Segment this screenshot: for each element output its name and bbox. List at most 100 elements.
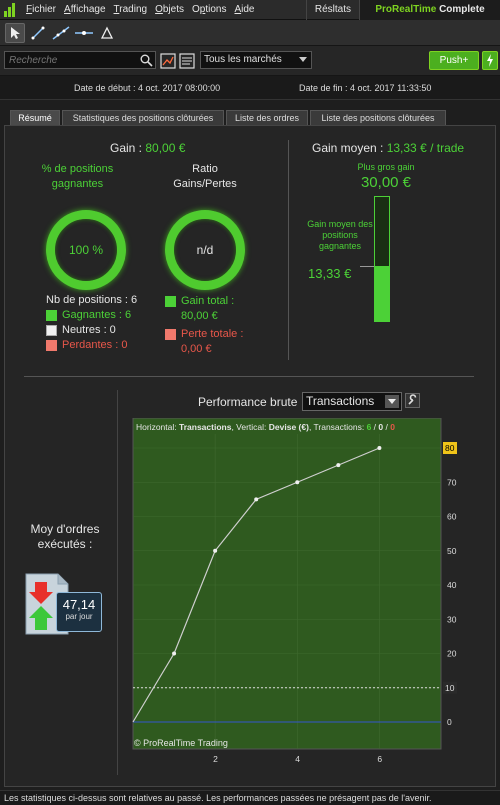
legend-winning-label: Gagnantes : 6 xyxy=(62,309,131,321)
chart-info-mid: , Vertical: xyxy=(231,422,268,432)
max-gain-label: Plus gros gain xyxy=(346,162,426,172)
data-point xyxy=(336,463,340,467)
legend-neutral-label: Neutres : 0 xyxy=(62,324,116,336)
end-date: Date de fin : 4 oct. 2017 11:33:50 xyxy=(299,83,431,93)
average-gain-value: 13,33 € / trade xyxy=(387,141,464,155)
results-tab[interactable]: Résltats xyxy=(306,0,360,20)
last-value-badge: 80 xyxy=(445,443,455,453)
search-input[interactable] xyxy=(4,51,156,69)
max-gain-value: 30,00 € xyxy=(346,174,426,191)
push-label: Push+ xyxy=(440,55,469,66)
screener-icon[interactable] xyxy=(160,52,196,70)
average-gain-gauge-fill xyxy=(375,266,389,321)
triangle-tool-button[interactable] xyxy=(97,23,117,43)
tab-closed-position-stats[interactable]: Statistiques des positions clôturées xyxy=(62,110,224,125)
x-tick-label: 6 xyxy=(377,754,382,764)
lightning-icon xyxy=(486,54,494,67)
menu-fichier[interactable]: Fichier xyxy=(22,4,60,15)
performance-axis-select[interactable]: Transactions xyxy=(302,392,402,411)
menu-objets[interactable]: Objets xyxy=(151,4,188,15)
average-gain-label: Gain moyen : xyxy=(312,141,387,155)
menu-options[interactable]: Options xyxy=(188,4,230,15)
push-button[interactable]: Push+ xyxy=(429,51,479,70)
performance-axis-select-value: Transactions xyxy=(306,394,374,408)
ratio-ring: n/d xyxy=(165,210,245,290)
loss-total-label: Perte totale : xyxy=(181,327,243,342)
market-select[interactable]: Tous les marchés xyxy=(200,51,312,69)
date-range-bar: Date de début : 4 oct. 2017 08:00:00 Dat… xyxy=(0,76,500,100)
chart-info-tx: , Transactions: xyxy=(309,422,367,432)
search-bar: Tous les marchés Push+ xyxy=(0,46,500,76)
horizontal-line-icon xyxy=(75,28,93,38)
loss-total: Perte totale : 0,00 € xyxy=(165,327,243,357)
vertical-divider xyxy=(288,140,289,360)
winning-swatch xyxy=(46,310,57,321)
chevron-down-icon xyxy=(385,395,399,408)
ray-tool-button[interactable] xyxy=(51,23,71,43)
performance-label: Performance brute xyxy=(198,395,297,409)
average-winning-gain-value: 13,33 € xyxy=(308,266,351,281)
wrench-icon[interactable] xyxy=(405,393,420,408)
disclaimer-footer: Les statistiques ci-dessus sont relative… xyxy=(0,790,500,805)
x-tick-label: 4 xyxy=(295,754,300,764)
lightning-button[interactable] xyxy=(482,51,498,70)
reference-value-badge: 10 xyxy=(445,683,455,693)
horizontal-line-tool-button[interactable] xyxy=(74,23,94,43)
neutral-swatch xyxy=(46,325,57,336)
orders-average-box: 47,14 par jour xyxy=(56,592,102,632)
line-icon xyxy=(31,26,45,40)
chart-info-sep1: / xyxy=(371,422,378,432)
legend-neutral: Neutres : 0 xyxy=(46,324,116,336)
tab-closed-position-list[interactable]: Liste des positions clôturées xyxy=(310,110,446,125)
brand-pro: ProRealTime xyxy=(375,4,436,15)
legend-losing-label: Perdantes : 0 xyxy=(62,339,127,351)
ratio-title: Ratio Gains/Pertes xyxy=(160,162,250,192)
data-point xyxy=(172,652,176,656)
legend-winning: Gagnantes : 6 xyxy=(46,309,131,321)
chart-info-sep2: / xyxy=(383,422,390,432)
gain-label: Gain : xyxy=(110,141,145,155)
chevron-down-icon xyxy=(299,57,307,62)
y-tick-label: 70 xyxy=(447,477,457,487)
chart-info-prefix: Horizontal: xyxy=(136,422,179,432)
losing-swatch xyxy=(46,340,57,351)
gain-total-swatch xyxy=(165,296,176,307)
orders-average-value: 47,14 xyxy=(57,597,101,612)
gain-summary: Gain : 80,00 € xyxy=(110,141,185,155)
app-logo-icon xyxy=(4,3,18,17)
menu-bar: Fichier Affichage Trading Objets Options… xyxy=(0,0,500,20)
menu-aide[interactable]: Aide xyxy=(230,4,258,15)
tab-bar: Résumé Statistiques des positions clôtur… xyxy=(0,110,500,125)
data-point xyxy=(213,549,217,553)
data-point xyxy=(254,497,258,501)
start-date: Date de début : 4 oct. 2017 08:00:00 xyxy=(74,83,220,93)
loss-total-value: 0,00 € xyxy=(165,342,243,357)
y-tick-label: 50 xyxy=(447,546,457,556)
triangle-icon xyxy=(100,26,114,40)
cursor-icon xyxy=(9,26,21,40)
brand-rest: Complete xyxy=(439,4,485,15)
menu-trading[interactable]: Trading xyxy=(110,4,152,15)
orders-average-unit: par jour xyxy=(57,612,101,621)
vertical-divider-lower xyxy=(117,390,118,775)
ratio-value: n/d xyxy=(197,243,214,257)
positions-count: Nb de positions : 6 xyxy=(46,294,137,306)
y-tick-label: 20 xyxy=(447,649,457,659)
menu-affichage[interactable]: Affichage xyxy=(60,4,110,15)
search-icon[interactable] xyxy=(140,54,153,67)
chart-info-loss: 0 xyxy=(390,422,395,432)
chart-plot-area xyxy=(133,418,441,749)
y-tick-label: 60 xyxy=(447,512,457,522)
line-tool-button[interactable] xyxy=(28,23,48,43)
chart-info-line: Horizontal: Transactions, Vertical: Devi… xyxy=(136,422,395,432)
y-tick-label: 0 xyxy=(447,717,452,727)
cursor-tool-button[interactable] xyxy=(5,23,25,43)
tab-resume[interactable]: Résumé xyxy=(10,110,60,125)
brand-label: ProRealTime Complete xyxy=(360,0,500,20)
y-tick-label: 40 xyxy=(447,580,457,590)
tab-order-list[interactable]: Liste des ordres xyxy=(226,110,308,125)
orders-average-title: Moy d'ordres exécutés : xyxy=(25,522,105,552)
winning-pct-value: 100 % xyxy=(69,243,103,257)
winning-pct-ring: 100 % xyxy=(46,210,126,290)
average-gain-gauge xyxy=(374,196,390,322)
